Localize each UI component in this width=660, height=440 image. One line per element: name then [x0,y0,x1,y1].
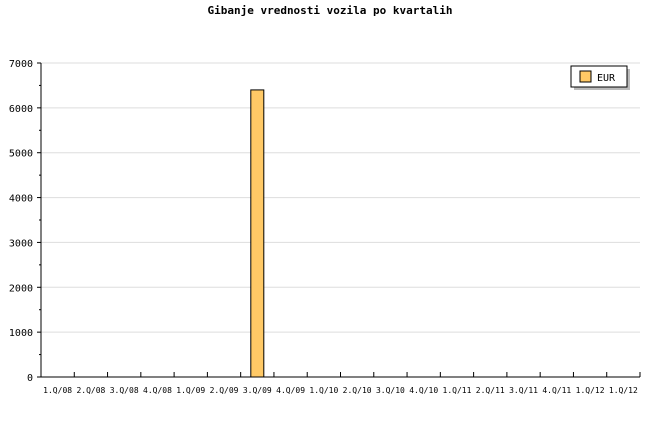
x-tick-label: 4.Q/10 [409,386,438,395]
chart-title: Gibanje vrednosti vozila po kvartalih [207,4,453,17]
x-tick-label: 1.Q/08 [43,386,72,395]
x-tick-label: 1.Q/11 [443,386,472,395]
y-tick-label: 3000 [9,238,33,249]
x-tick-label: 2.Q/08 [76,386,105,395]
bar [250,89,265,378]
x-tick-label: 4.Q/08 [143,386,172,395]
y-tick-label: 7000 [9,59,33,70]
x-tick-label: 4.Q/09 [276,386,305,395]
legend-swatch [579,70,592,83]
x-tick-label: 3.Q/10 [376,386,405,395]
x-tick-label: 2.Q/11 [476,386,505,395]
x-tick-label: 3.Q/09 [243,386,272,395]
x-tick-label: 2.Q/09 [210,386,239,395]
y-tick-label: 6000 [9,104,33,115]
y-tick-label: 5000 [9,149,33,160]
x-tick-label: 2.Q/10 [343,386,372,395]
y-tick-label: 1000 [9,328,33,339]
x-tick-label: 3.Q/11 [509,386,538,395]
x-tick-label: 1.Q/09 [176,386,205,395]
x-tick-label: 3.Q/08 [110,386,139,395]
y-tick-label: 4000 [9,194,33,205]
x-tick-label: 1.Q/12 [609,386,638,395]
y-tick-label: 0 [27,373,33,384]
x-tick-label: 1.Q/12 [576,386,605,395]
x-tick-label: 1.Q/10 [309,386,338,395]
x-tick-label: 4.Q/11 [542,386,571,395]
y-tick-label: 2000 [9,283,33,294]
legend-label: EUR [597,73,616,84]
